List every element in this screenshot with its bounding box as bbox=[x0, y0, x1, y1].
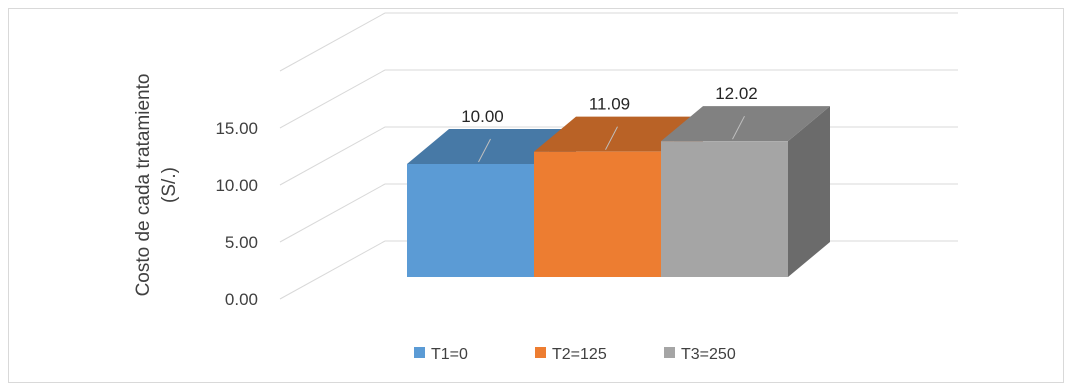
gridline-wall bbox=[279, 12, 386, 72]
bar-front-face bbox=[534, 151, 661, 277]
bar-layer bbox=[407, 106, 830, 277]
legend-swatch-t2 bbox=[535, 347, 546, 358]
data-label-3: 12.02 bbox=[715, 84, 758, 103]
legend-swatch-t3 bbox=[664, 347, 675, 358]
data-label-1: 10.00 bbox=[461, 107, 504, 126]
legend-label-t3: T3=250 bbox=[681, 346, 736, 363]
gridline-wall bbox=[279, 183, 386, 243]
legend-label-t2: T2=125 bbox=[552, 346, 607, 363]
data-label-leader bbox=[732, 115, 745, 140]
bar-front-face bbox=[407, 164, 534, 277]
y-tick-label: 0.00 bbox=[225, 290, 258, 309]
y-tick-label: 5.00 bbox=[225, 233, 258, 252]
bar-top-face bbox=[534, 116, 703, 152]
data-label-leader bbox=[478, 138, 491, 163]
legend-swatch-t1 bbox=[414, 347, 425, 358]
y-tick-label: 15.00 bbox=[215, 119, 258, 138]
data-label-leader bbox=[605, 126, 618, 150]
legend: T1=0 T2=125 T3=250 bbox=[414, 346, 736, 363]
bar-side-face bbox=[788, 106, 830, 277]
data-label-2: 11.09 bbox=[589, 95, 630, 114]
y-axis-title-line-1: Costo de cada tratamiento bbox=[133, 74, 154, 297]
y-axis-title: Costo de cada tratamiento (S/.) bbox=[133, 74, 180, 297]
bar-top-face bbox=[407, 129, 576, 164]
gridline-wall bbox=[279, 69, 386, 129]
y-axis-title-line-2: (S/.) bbox=[159, 167, 180, 203]
legend-label-t1: T1=0 bbox=[431, 346, 468, 363]
bar-3 bbox=[661, 106, 830, 277]
gridline-wall bbox=[279, 126, 386, 186]
data-labels: 10.00 11.09 12.02 bbox=[461, 84, 758, 163]
y-tick-label: 10.00 bbox=[215, 176, 258, 195]
y-axis-ticks: 0.00 5.00 10.00 15.00 bbox=[215, 119, 258, 309]
gridline-wall bbox=[279, 240, 386, 300]
bar-front-face bbox=[661, 141, 788, 277]
bar-top-face bbox=[661, 106, 830, 142]
